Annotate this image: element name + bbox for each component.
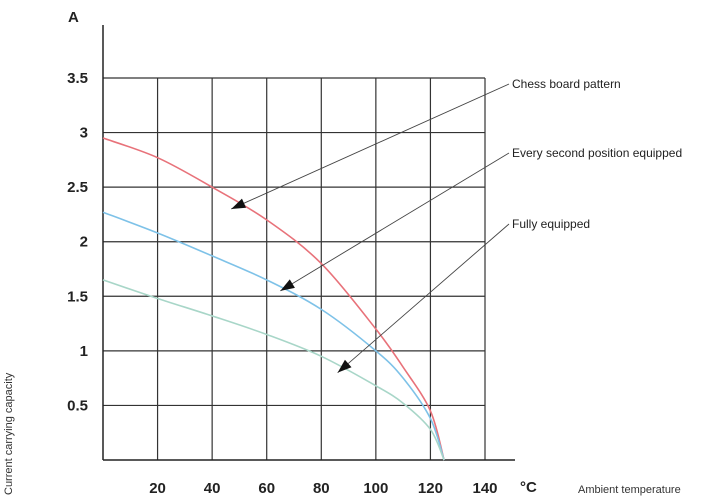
annotation-arrowhead xyxy=(280,279,295,291)
y-axis-title: Current carrying capacity xyxy=(3,372,15,495)
chart-annotation-layer: Chess board pattern Every second position… xyxy=(231,77,682,374)
annotation-arrowhead xyxy=(337,359,352,373)
series-line-1 xyxy=(102,137,445,461)
series-line-3 xyxy=(102,279,445,461)
annotation-arrow-line xyxy=(337,223,510,374)
x-tick-label: 20 xyxy=(149,480,166,497)
x-unit-label: °C xyxy=(520,479,537,496)
annotation-label: Fully equipped xyxy=(512,217,590,231)
y-tick-label: 1 xyxy=(80,343,88,360)
y-tick-label: 2.5 xyxy=(67,179,88,196)
annotation-arrow-line xyxy=(280,152,510,292)
x-tick-label: 140 xyxy=(472,480,497,497)
annotation-arrowhead xyxy=(231,198,247,209)
x-tick-label: 80 xyxy=(313,480,330,497)
y-tick-label: 3 xyxy=(80,125,88,142)
chart-series-layer xyxy=(102,137,445,461)
chart-grid xyxy=(102,25,515,461)
annotation-label: Chess board pattern xyxy=(512,77,621,91)
annotation-label: Every second position equipped xyxy=(512,146,682,160)
x-tick-label: 100 xyxy=(363,480,388,497)
chart-tick-layer: 20 40 60 80 100 120 140 0.5 1 1.5 2 2.5 3 3.5 xyxy=(67,70,497,497)
x-tick-label: 40 xyxy=(204,480,221,497)
annotation-arrow-line xyxy=(231,83,510,210)
y-tick-label: 3.5 xyxy=(67,70,88,87)
x-tick-label: 120 xyxy=(418,480,443,497)
y-tick-label: 0.5 xyxy=(67,397,88,414)
y-tick-label: 2 xyxy=(80,234,88,251)
y-unit-label: A xyxy=(68,9,79,26)
x-axis-title: Ambient temperature xyxy=(578,484,681,496)
y-tick-label: 1.5 xyxy=(67,288,88,305)
series-line-2 xyxy=(102,211,445,461)
x-tick-label: 60 xyxy=(258,480,275,497)
